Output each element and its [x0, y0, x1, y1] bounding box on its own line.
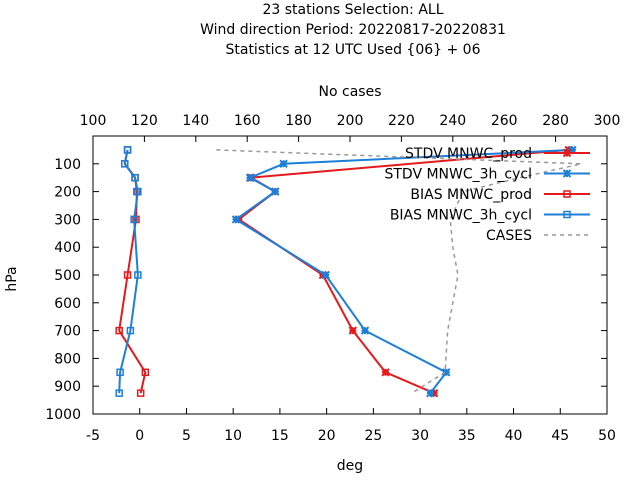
x2-tick-label: 180 [285, 113, 312, 129]
data-point-marker [381, 368, 390, 377]
x2-tick-label: 120 [131, 113, 158, 129]
data-point-marker [245, 173, 255, 182]
x2-tick-label: 100 [80, 113, 107, 129]
x2-tick-label: 140 [182, 113, 209, 129]
legend-label: STDV MNWC_3h_cycl [384, 167, 532, 183]
x-tick-label: 35 [458, 428, 476, 444]
x-axis-label: deg [337, 458, 363, 474]
x2-tick-label: 240 [439, 113, 466, 129]
data-point-marker [321, 270, 330, 280]
title-line-3: Statistics at 12 UTC Used {06} + 06 [225, 42, 480, 58]
x-tick-label: 50 [598, 428, 616, 444]
x-tick-label: -5 [86, 428, 100, 444]
data-point-marker [136, 389, 145, 397]
x-tick-label: 20 [318, 428, 336, 444]
data-point-marker [429, 388, 439, 398]
data-point-marker [563, 210, 571, 219]
data-point-marker [141, 368, 150, 377]
data-point-marker [123, 146, 132, 154]
chart-title: 23 stations Selection: ALL Wind directio… [200, 2, 506, 58]
series-bias-mnwc-prod [115, 146, 150, 397]
x2-tick-label: 280 [542, 113, 569, 129]
series-stdv-mnwc-3h-cycl [231, 145, 577, 398]
data-point-marker [115, 389, 123, 397]
y-tick-label: 800 [54, 351, 81, 367]
y-tick-label: 200 [54, 185, 81, 201]
x2-tick-label: 300 [594, 113, 621, 129]
y-axis-label: hPa [4, 266, 20, 291]
data-point-marker [279, 159, 288, 169]
data-point-marker [123, 271, 132, 279]
data-point-marker [126, 326, 135, 335]
axis-ticks: -5 0 5 10 15 20 25 30 35 40 45 50 100 120 140 160 180 200… [45, 113, 620, 444]
x-tick-label: 45 [551, 428, 569, 444]
series-stdv-mnwc-prod [234, 145, 573, 398]
legend-label: STDV MNWC_prod [405, 146, 532, 162]
y-tick-label: 1000 [45, 407, 81, 423]
x2-tick-label: 200 [337, 113, 364, 129]
y-tick-label: 700 [54, 324, 81, 340]
data-point-marker [231, 215, 241, 224]
x2-tick-label: 220 [388, 113, 415, 129]
series-cases [216, 149, 582, 394]
y-tick-label: 600 [54, 296, 81, 312]
x2-axis-label: No cases [319, 84, 382, 100]
data-point-marker [271, 187, 280, 196]
y-tick-label: 500 [54, 268, 81, 284]
plot-area [115, 145, 582, 398]
x2-tick-label: 260 [491, 113, 518, 129]
data-point-marker [134, 271, 142, 279]
x-tick-label: 25 [364, 428, 382, 444]
data-point-marker [360, 326, 370, 335]
data-point-marker [348, 326, 358, 335]
data-point-marker [563, 190, 571, 198]
data-point-marker [562, 148, 572, 158]
title-line-1: 23 stations Selection: ALL [262, 2, 443, 18]
series-line [118, 149, 139, 394]
data-point-marker [562, 169, 572, 178]
legend: STDV MNWC_prod STDV MNWC_3h_cycl BIAS MNWC… [384, 146, 590, 244]
data-point-marker [568, 145, 577, 155]
data-point-marker [442, 368, 451, 377]
series-bias-mnwc-3h-cycl [115, 146, 142, 397]
x-tick-label: 5 [182, 428, 191, 444]
x-tick-label: 10 [224, 428, 242, 444]
data-point-marker [130, 215, 138, 224]
y-tick-label: 100 [54, 157, 81, 173]
x-tick-label: 40 [505, 428, 523, 444]
x-tick-label: 30 [411, 428, 429, 444]
data-point-marker [131, 173, 139, 182]
title-line-2: Wind direction Period: 20220817-20220831 [200, 22, 506, 38]
y-tick-label: 900 [54, 379, 81, 395]
legend-label: BIAS MNWC_prod [410, 187, 532, 203]
data-point-marker [134, 187, 142, 196]
y-tick-label: 400 [54, 240, 81, 256]
x-tick-label: 0 [135, 428, 144, 444]
x-tick-label: 15 [271, 428, 289, 444]
data-point-marker [426, 388, 435, 398]
x2-tick-label: 160 [234, 113, 261, 129]
data-point-marker [115, 326, 123, 335]
plot-frame [92, 135, 608, 415]
legend-label: BIAS MNWC_3h_cycl [390, 208, 532, 224]
y-tick-label: 300 [54, 212, 81, 228]
series-line [216, 149, 582, 394]
data-point-marker [121, 160, 129, 168]
data-point-marker [116, 368, 124, 377]
legend-label: CASES [486, 228, 532, 244]
